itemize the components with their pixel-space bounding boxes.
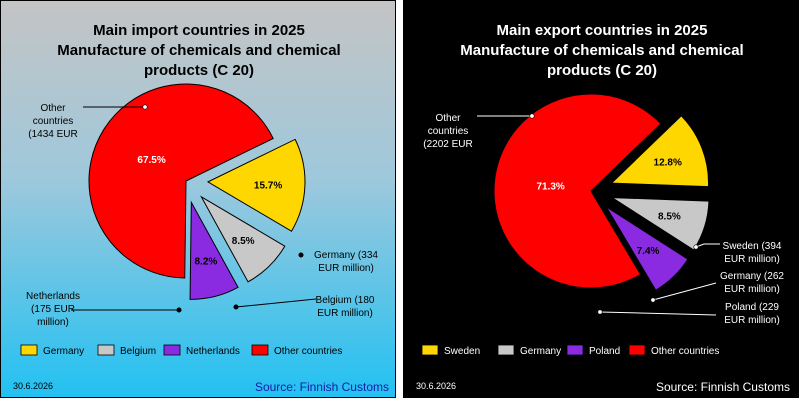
import-callout-netherlands-line-1: Netherlands	[26, 291, 80, 302]
import-callout-netherlands-line-3: million)	[37, 317, 69, 328]
export-callout-germany-line-1: Germany (262	[720, 271, 784, 282]
import-slice-germany	[206, 138, 306, 232]
export-callout-sweden-line-1: Sweden (394	[723, 241, 782, 252]
export-title-line-3: products (C 20)	[547, 62, 657, 79]
export-legend-swatch-poland	[566, 344, 584, 356]
export-pct-label-other-countries: 71.3%	[536, 182, 564, 193]
export-legend-swatch-germany	[497, 344, 515, 356]
export-legend-label-sweden: Sweden	[444, 346, 480, 357]
export-callout-other-countries-line-1: Other	[435, 113, 461, 124]
export-slice-germany	[610, 197, 710, 251]
export-legend-swatch-sweden	[421, 344, 439, 356]
import-callout-other-countries-line-2: countries	[33, 116, 74, 127]
export-slice-other-countries	[493, 93, 662, 289]
import-leader-dot-germany	[298, 252, 304, 258]
import-callout-belgium-line-1: Belgium (180	[316, 295, 375, 306]
import-leader-dot-other-countries	[142, 104, 148, 110]
export-pie-chart: Main export countries in 2025 Manufacture…	[416, 22, 790, 394]
export-callout-poland-line-2: EUR million)	[724, 315, 780, 326]
import-legend-swatch-germany	[20, 344, 38, 356]
import-slice-other-countries	[88, 83, 274, 279]
import-callout-belgium-line-2: EUR million)	[317, 308, 373, 319]
export-leader-dot-poland	[597, 309, 603, 315]
export-callout-sweden-line-2: EUR million)	[724, 254, 780, 265]
export-legend-label-germany: Germany	[520, 346, 561, 357]
import-date: 30.6.2026	[13, 381, 53, 391]
import-callout-other-countries-line-3: (1434 EUR	[28, 129, 77, 140]
export-callout-other-countries-line-3: (2202 EUR	[423, 139, 472, 150]
import-title-line-1: Main import countries in 2025	[93, 22, 305, 39]
import-pct-label-belgium: 8.5%	[232, 236, 255, 247]
import-legend-swatch-netherlands	[163, 344, 181, 356]
import-legend-swatch-belgium	[97, 344, 115, 356]
export-callout-poland-line-1: Poland (229	[725, 302, 779, 313]
export-leader-line-germany	[652, 282, 717, 301]
export-chart-panel: Main export countries in 2025 Manufacture…	[403, 0, 799, 398]
export-pct-label-germany: 8.5%	[658, 212, 681, 223]
export-pct-label-poland: 7.4%	[637, 246, 660, 257]
import-callout-germany-line-1: Germany (334	[314, 250, 378, 261]
export-leader-line-poland	[599, 311, 717, 316]
import-slice-netherlands	[189, 200, 239, 300]
export-callout-other-countries-line-2: countries	[428, 126, 469, 137]
import-callout-netherlands-line-2: (175 EUR	[31, 304, 75, 315]
import-leader-line-belgium	[235, 298, 317, 308]
import-legend-label-germany: Germany	[43, 346, 84, 357]
import-callout-germany-line-2: EUR million)	[318, 263, 374, 274]
export-title-line-1: Main export countries in 2025	[497, 22, 708, 39]
import-chart-panel: Main import countries in 2025 Manufacture…	[0, 0, 396, 398]
export-slice-poland	[605, 206, 689, 291]
export-slice-sweden	[610, 115, 709, 188]
import-callout-other-countries-line-1: Other	[40, 103, 66, 114]
import-legend-label-other-countries: Other countries	[274, 346, 342, 357]
export-legend-label-other-countries: Other countries	[651, 346, 719, 357]
export-legend-swatch-other-countries	[628, 344, 646, 356]
export-title-line-2: Manufacture of chemicals and chemical	[460, 42, 743, 59]
import-pct-label-netherlands: 8.2%	[194, 257, 217, 268]
import-title-line-3: products (C 20)	[144, 62, 254, 79]
import-legend-label-netherlands: Netherlands	[186, 346, 240, 357]
export-leader-line-sweden	[695, 243, 720, 248]
export-callout-germany-line-2: EUR million)	[724, 284, 780, 295]
import-pct-label-other-countries: 67.5%	[137, 155, 165, 166]
export-leader-dot-other-countries	[529, 113, 535, 119]
export-leader-dot-germany	[650, 297, 656, 303]
import-legend-label-belgium: Belgium	[120, 346, 156, 357]
import-pie-chart: Main import countries in 2025 Manufacture…	[13, 22, 389, 394]
import-title-line-2: Manufacture of chemicals and chemical	[57, 42, 340, 59]
export-pct-label-sweden: 12.8%	[654, 158, 682, 169]
export-leader-dot-sweden	[693, 244, 699, 250]
import-legend-swatch-other-countries	[251, 344, 269, 356]
export-source: Source: Finnish Customs	[656, 380, 790, 394]
import-leader-dot-belgium	[233, 304, 239, 310]
import-pct-label-germany: 15.7%	[254, 180, 282, 191]
export-date: 30.6.2026	[416, 381, 456, 391]
import-source: Source: Finnish Customs	[255, 380, 389, 394]
import-slice-belgium	[199, 195, 286, 283]
export-legend-label-poland: Poland	[589, 346, 620, 357]
import-leader-dot-netherlands	[176, 307, 182, 313]
